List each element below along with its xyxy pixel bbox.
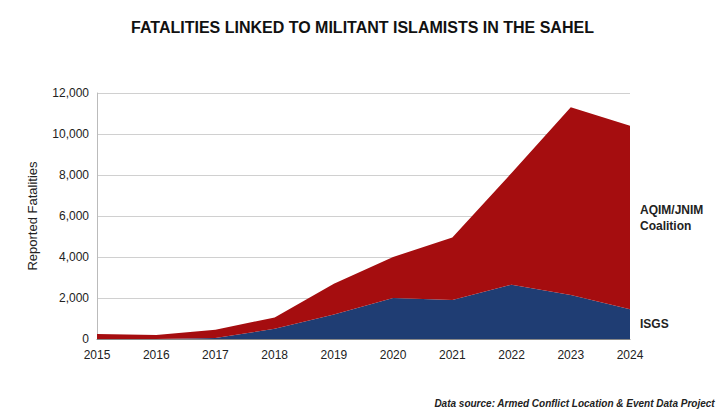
svg-text:AQIM/JNIM: AQIM/JNIM <box>640 203 703 217</box>
svg-text:Data source: Armed Conflict Lo: Data source: Armed Conflict Location & E… <box>434 398 715 409</box>
svg-text:ISGS: ISGS <box>640 317 669 331</box>
svg-text:2018: 2018 <box>261 348 288 362</box>
svg-text:2021: 2021 <box>439 348 466 362</box>
svg-text:2016: 2016 <box>143 348 170 362</box>
svg-text:2022: 2022 <box>498 348 525 362</box>
svg-text:10,000: 10,000 <box>52 127 89 141</box>
svg-text:FATALITIES LINKED TO MILITANT: FATALITIES LINKED TO MILITANT ISLAMISTS … <box>131 19 594 36</box>
svg-text:4,000: 4,000 <box>59 250 89 264</box>
svg-text:12,000: 12,000 <box>52 86 89 100</box>
svg-text:2019: 2019 <box>321 348 348 362</box>
svg-text:2024: 2024 <box>617 348 644 362</box>
svg-text:2023: 2023 <box>557 348 584 362</box>
svg-text:6,000: 6,000 <box>59 209 89 223</box>
svg-text:Coalition: Coalition <box>640 219 691 233</box>
svg-text:8,000: 8,000 <box>59 168 89 182</box>
svg-text:2015: 2015 <box>84 348 111 362</box>
svg-text:2020: 2020 <box>380 348 407 362</box>
svg-text:0: 0 <box>82 332 89 346</box>
svg-text:2,000: 2,000 <box>59 291 89 305</box>
svg-text:2017: 2017 <box>202 348 229 362</box>
svg-text:Reported Fatalities: Reported Fatalities <box>25 161 40 271</box>
